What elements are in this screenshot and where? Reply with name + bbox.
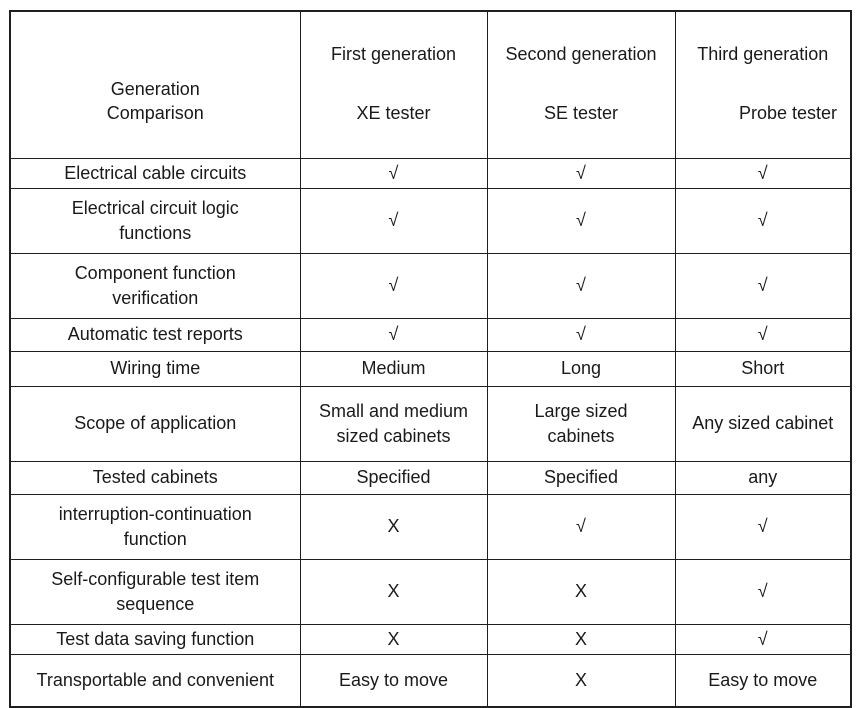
header-first-generation-cell: First generation XE tester <box>299 10 488 159</box>
comparison-table: Generation Comparison First generation X… <box>9 10 852 708</box>
row-label: Scope of application <box>9 385 301 462</box>
value-cell: Specified <box>299 460 488 495</box>
row-label: Component function verification <box>9 252 301 319</box>
value-cell: Long <box>486 350 676 387</box>
value-cell: √ <box>299 157 488 189</box>
header-third-generation-cell: Third generation Probe tester <box>674 10 852 159</box>
tester-label: Probe tester <box>738 103 837 123</box>
row-label: Transportable and convenient <box>9 653 301 708</box>
generation-label: First generation <box>330 44 457 65</box>
value-cell: √ <box>486 157 676 189</box>
table-row: Self-configurable test item sequence X X… <box>9 558 852 625</box>
table-row: Tested cabinets Specified Specified any <box>9 460 852 495</box>
value-cell: X <box>486 623 676 655</box>
row-label: Self-configurable test item sequence <box>9 558 301 625</box>
page: Generation Comparison First generation X… <box>9 10 852 708</box>
value-cell: X <box>486 653 676 708</box>
header-row: Generation Comparison First generation X… <box>9 10 852 159</box>
generation-label: Third generation <box>697 44 829 65</box>
value-cell: X <box>299 623 488 655</box>
tester-label: SE tester <box>543 103 619 123</box>
value-cell: √ <box>674 558 852 625</box>
value-cell: X <box>299 558 488 625</box>
value-cell: √ <box>674 623 852 655</box>
value-cell: √ <box>674 252 852 319</box>
row-label: Tested cabinets <box>9 460 301 495</box>
value-cell: √ <box>486 493 676 560</box>
generation-comparison-label: Generation Comparison <box>106 78 204 123</box>
value-cell: any <box>674 460 852 495</box>
header-second-generation: Second generation SE tester <box>488 36 674 133</box>
table-row: Electrical cable circuits √ √ √ <box>9 157 852 189</box>
value-cell: √ <box>299 187 488 254</box>
table-row: Component function verification √ √ √ <box>9 252 852 319</box>
value-cell: Specified <box>486 460 676 495</box>
value-cell: Any sized cabinet <box>674 385 852 462</box>
row-label: Wiring time <box>9 350 301 387</box>
header-third-generation: Third generation Probe tester <box>676 36 850 133</box>
value-cell: X <box>299 493 488 560</box>
table-row: Test data saving function X X √ <box>9 623 852 655</box>
table-row: Electrical circuit logic functions √ √ √ <box>9 187 852 254</box>
value-cell: √ <box>674 187 852 254</box>
header-corner-cell: Generation Comparison <box>9 10 301 159</box>
value-cell: Medium <box>299 350 488 387</box>
row-label: Automatic test reports <box>9 317 301 352</box>
header-second-generation-cell: Second generation SE tester <box>486 10 676 159</box>
row-label: interruption-continuation function <box>9 493 301 560</box>
value-cell: Short <box>674 350 852 387</box>
table-row: Scope of application Small and medium si… <box>9 385 852 462</box>
row-label: Test data saving function <box>9 623 301 655</box>
row-label: Electrical circuit logic functions <box>9 187 301 254</box>
value-cell: √ <box>674 317 852 352</box>
table-row: interruption-continuation function X √ √ <box>9 493 852 560</box>
value-cell: √ <box>486 317 676 352</box>
value-cell: Large sized cabinets <box>486 385 676 462</box>
table-row: Automatic test reports √ √ √ <box>9 317 852 352</box>
value-cell: Easy to move <box>299 653 488 708</box>
value-cell: √ <box>486 187 676 254</box>
value-cell: √ <box>674 157 852 189</box>
value-cell: √ <box>299 317 488 352</box>
value-cell: √ <box>299 252 488 319</box>
value-cell: √ <box>674 493 852 560</box>
table-row: Transportable and convenient Easy to mov… <box>9 653 852 708</box>
generation-label: Second generation <box>505 44 657 65</box>
row-label: Electrical cable circuits <box>9 157 301 189</box>
header-first-generation: First generation XE tester <box>301 36 486 133</box>
table-row: Wiring time Medium Long Short <box>9 350 852 387</box>
value-cell: √ <box>486 252 676 319</box>
value-cell: Easy to move <box>674 653 852 708</box>
value-cell: X <box>486 558 676 625</box>
tester-label: XE tester <box>356 103 431 123</box>
value-cell: Small and medium sized cabinets <box>299 385 488 462</box>
